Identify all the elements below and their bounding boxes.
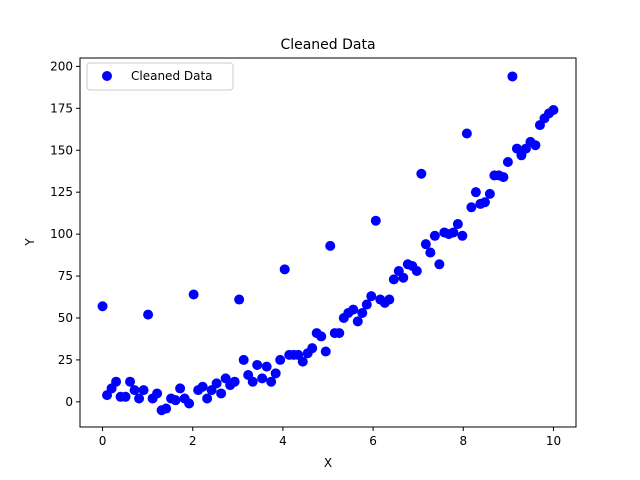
data-point	[161, 403, 172, 414]
data-point	[357, 307, 368, 318]
data-point	[461, 128, 472, 139]
data-point	[530, 140, 541, 151]
y-tick-label: 175	[50, 101, 73, 115]
data-point	[252, 359, 263, 370]
data-point	[370, 215, 381, 226]
data-point	[170, 395, 181, 406]
data-point	[297, 356, 308, 367]
data-point	[420, 239, 431, 250]
data-point	[238, 354, 249, 365]
y-tick-label: 25	[58, 353, 73, 367]
legend-marker	[102, 71, 112, 81]
y-tick-label: 125	[50, 185, 73, 199]
y-tick-label: 0	[65, 395, 73, 409]
data-point	[229, 376, 240, 387]
data-point	[548, 105, 559, 115]
data-point	[316, 331, 327, 342]
data-point	[425, 247, 436, 258]
x-axis: 0 2 4 6 8 10	[99, 427, 561, 448]
data-point	[307, 343, 318, 354]
data-point	[111, 376, 122, 387]
x-tick-label: 0	[99, 434, 107, 448]
data-point	[266, 376, 277, 387]
plot-frame	[79, 57, 577, 428]
data-point	[120, 391, 131, 402]
x-tick-label: 4	[279, 434, 287, 448]
data-point	[325, 240, 336, 251]
data-point	[138, 385, 149, 396]
plot-area	[97, 71, 559, 416]
y-tick-label: 200	[50, 59, 73, 73]
x-tick-label: 8	[459, 434, 467, 448]
data-point	[270, 368, 281, 379]
data-point	[434, 259, 445, 270]
data-point	[429, 230, 440, 241]
data-point	[470, 187, 481, 198]
data-point	[457, 230, 468, 241]
data-point	[175, 383, 186, 394]
data-point	[143, 309, 154, 320]
data-point	[216, 388, 227, 399]
data-point	[398, 272, 409, 283]
data-point	[234, 294, 245, 305]
data-point	[261, 361, 272, 372]
y-tick-label: 75	[58, 269, 73, 283]
legend-label: Cleaned Data	[131, 69, 213, 83]
data-point	[202, 393, 213, 404]
data-point	[247, 376, 258, 387]
y-axis-label: Y	[23, 238, 37, 247]
data-point	[348, 304, 359, 315]
x-tick-label: 6	[369, 434, 377, 448]
data-point	[257, 373, 268, 384]
data-point	[479, 197, 490, 208]
data-point	[352, 316, 363, 327]
data-point	[129, 385, 140, 396]
data-point	[384, 294, 395, 305]
data-point	[279, 264, 290, 275]
legend: Cleaned Data	[86, 62, 234, 91]
data-point	[211, 378, 222, 389]
x-tick-label: 10	[546, 434, 561, 448]
data-point	[448, 227, 459, 238]
data-point	[134, 393, 145, 404]
y-axis: 0 25 50 75 100 125 150 175 200	[50, 59, 80, 409]
data-point	[97, 301, 108, 312]
data-point	[502, 156, 513, 167]
data-point	[275, 354, 286, 365]
x-tick-label: 2	[189, 434, 197, 448]
data-point	[388, 274, 399, 285]
data-point	[466, 202, 477, 213]
data-point	[507, 71, 518, 82]
data-point	[498, 172, 509, 183]
x-axis-label: X	[324, 456, 332, 470]
data-point	[152, 388, 163, 399]
y-tick-label: 100	[50, 227, 73, 241]
chart-title: Cleaned Data	[280, 37, 375, 53]
data-point	[366, 291, 377, 302]
data-point	[197, 381, 208, 392]
data-point	[320, 346, 331, 357]
data-point	[484, 188, 495, 199]
data-point	[184, 398, 195, 409]
y-tick-label: 150	[50, 143, 73, 157]
y-tick-label: 50	[58, 311, 73, 325]
data-point	[411, 266, 422, 277]
data-point	[361, 299, 372, 310]
data-point	[452, 219, 463, 230]
legend-frame	[86, 62, 234, 91]
data-point	[334, 328, 345, 339]
data-point	[416, 168, 427, 179]
data-point	[125, 376, 136, 387]
data-point	[188, 289, 199, 300]
